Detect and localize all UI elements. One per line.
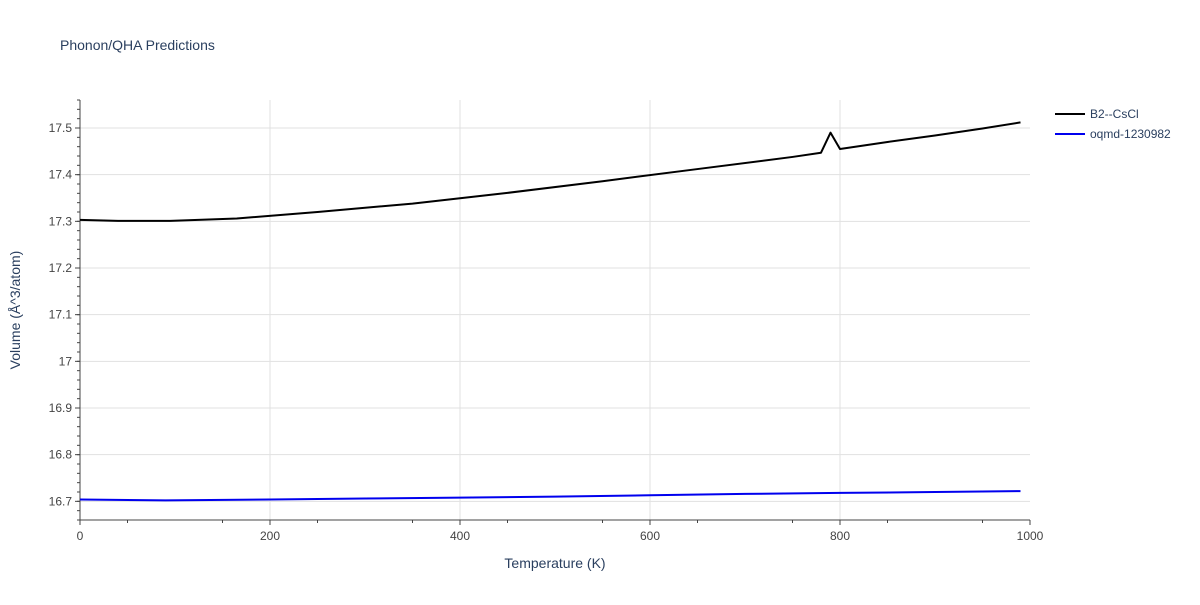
x-axis-label: Temperature (K) [504,555,605,571]
axes-layer: 0 200 400 600 800 1000 16.7 16.8 16.9 17 17.1 17.2 1… [49,99,1044,543]
x-tick-label: 200 [260,529,280,543]
y-tick-label: 17.1 [49,308,73,322]
series-layer [79,121,1021,502]
y-tick-label: 16.7 [49,494,73,508]
y-axis-label: Volume (Å^3/atom) [7,251,23,370]
legend-label: B2--CsCl [1090,107,1139,121]
series-line-0[interactable] [79,121,1021,222]
legend-label: oqmd-1230982 [1090,127,1171,141]
y-tick-label: 17.3 [49,214,73,228]
legend[interactable]: B2--CsCl oqmd-1230982 [1055,107,1171,141]
x-tick-label: 0 [77,529,84,543]
y-tick-label: 17 [59,354,73,368]
y-tick-label: 16.8 [49,448,73,462]
x-tick-label: 400 [450,529,470,543]
y-tick-label: 16.9 [49,401,73,415]
x-tick-label: 1000 [1017,529,1044,543]
x-tick-label: 600 [640,529,660,543]
y-tick-label: 17.4 [49,168,73,182]
x-tick-label: 800 [830,529,850,543]
legend-item-1[interactable]: oqmd-1230982 [1055,127,1171,141]
series-line-1[interactable] [79,490,1021,502]
chart-title: Phonon/QHA Predictions [60,37,215,53]
y-tick-label: 17.5 [49,121,73,135]
legend-item-0[interactable]: B2--CsCl [1055,107,1139,121]
grid-layer [80,100,1030,520]
y-tick-label: 17.2 [49,261,73,275]
